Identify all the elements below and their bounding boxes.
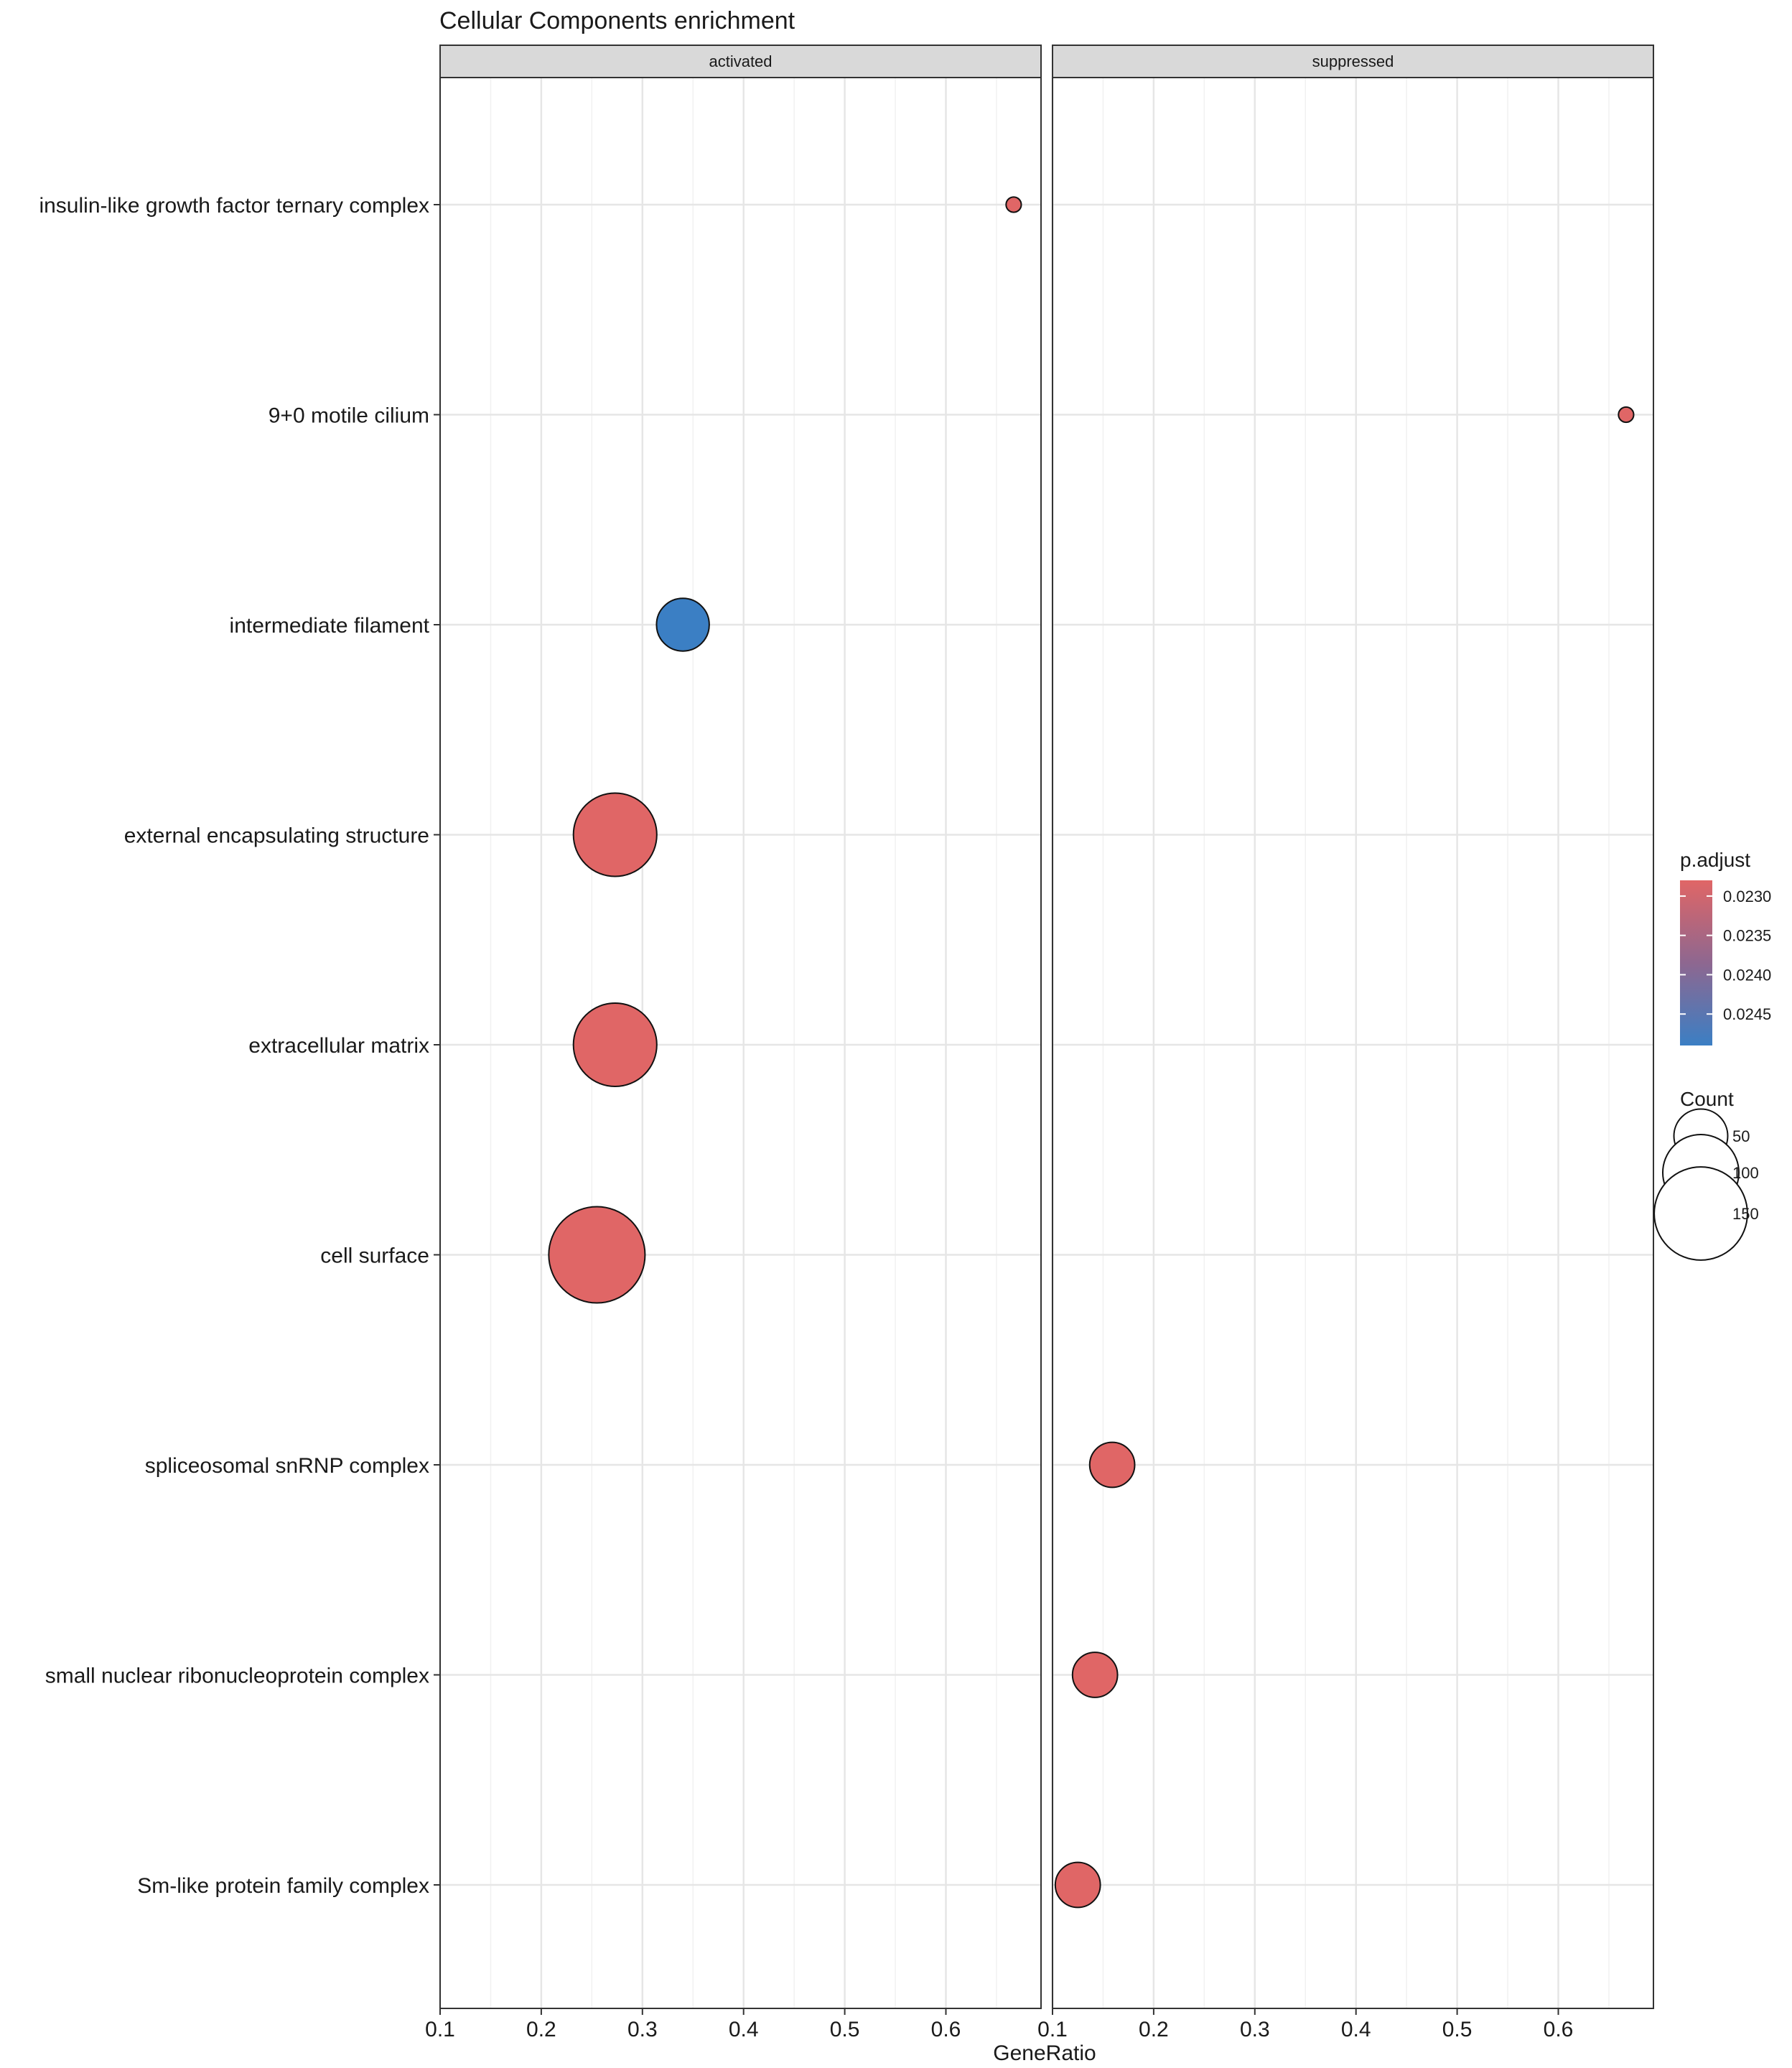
legend-color-label: 0.0240 xyxy=(1723,966,1771,984)
y-tick-label: intermediate filament xyxy=(230,614,430,638)
chart-title: Cellular Components enrichment xyxy=(439,7,795,34)
facet-strip-label: suppressed xyxy=(1312,52,1394,70)
x-tick-label: 0.1 xyxy=(425,2018,455,2041)
x-tick-label: 0.1 xyxy=(1037,2018,1068,2041)
data-point-sm-like-protein-family-complex xyxy=(1054,1861,1101,1909)
y-tick-label: external encapsulating structure xyxy=(124,824,429,848)
y-tick-label: cell surface xyxy=(320,1244,429,1268)
x-tick-label: 0.4 xyxy=(729,2018,759,2041)
legend-size-label: 50 xyxy=(1732,1127,1750,1145)
legend-color-bar xyxy=(1680,880,1712,1045)
facet-strip-activated xyxy=(439,45,1042,78)
y-tick-label: insulin-like growth factor ternary compl… xyxy=(39,194,429,218)
legend-count: Count 50 100 150 xyxy=(1653,1088,1759,1261)
x-tick-label: 0.3 xyxy=(627,2018,658,2041)
legend-size-label: 150 xyxy=(1732,1205,1759,1223)
x-tick-label: 0.6 xyxy=(1544,2018,1574,2041)
x-tick-label: 0.6 xyxy=(931,2018,961,2041)
data-point-small-nuclear-ribonucleoprotein-complex xyxy=(1071,1652,1119,1698)
data-point-cell-surface xyxy=(548,1206,646,1304)
facet-strip-suppressed xyxy=(1052,45,1654,78)
y-tick-label: 9+0 motile cilium xyxy=(269,404,429,428)
panel-border xyxy=(439,77,1042,2009)
x-tick-label: 0.2 xyxy=(1139,2018,1169,2041)
data-point-intermediate-filament xyxy=(655,597,710,652)
y-tick-label: extracellular matrix xyxy=(248,1034,429,1058)
data-point-external-encapsulating-structure xyxy=(572,792,658,877)
facet-panel-suppressed: suppressed xyxy=(1051,45,1654,2009)
data-point-insulin-like-growth-factor-ternary-complex xyxy=(1005,196,1022,213)
legend-size-title: Count xyxy=(1680,1088,1734,1110)
legend-color-label: 0.0230 xyxy=(1723,888,1771,905)
x-tick-label: 0.5 xyxy=(1442,2018,1473,2041)
facet-strip-label: activated xyxy=(709,52,772,70)
legend-color-label: 0.0235 xyxy=(1723,927,1771,945)
y-tick-label: spliceosomal snRNP complex xyxy=(145,1454,429,1478)
data-point-extracellular-matrix xyxy=(572,1002,658,1088)
legend-color-title: p.adjust xyxy=(1680,849,1750,871)
x-tick-label: 0.3 xyxy=(1240,2018,1270,2041)
x-axis-title: GeneRatio xyxy=(993,2041,1096,2065)
x-tick-label: 0.4 xyxy=(1341,2018,1371,2041)
y-tick-label: small nuclear ribonucleoprotein complex xyxy=(45,1664,429,1688)
data-point-9-0-motile-cilium xyxy=(1618,406,1635,424)
panel-border xyxy=(1052,77,1654,2009)
y-tick-label: Sm-like protein family complex xyxy=(137,1874,429,1898)
legend-size-label: 100 xyxy=(1732,1164,1759,1182)
x-tick-label: 0.2 xyxy=(526,2018,556,2041)
data-point-spliceosomal-snrnp-complex xyxy=(1088,1441,1136,1489)
legend-p-adjust: p.adjust 0.0230 0.0235 0.0240 0.0245 xyxy=(1680,849,1771,1045)
x-tick-label: 0.5 xyxy=(830,2018,860,2041)
legend-color-label: 0.0245 xyxy=(1723,1005,1771,1023)
facet-panel-activated: activated xyxy=(439,45,1042,2009)
legend-size-key xyxy=(1653,1166,1748,1261)
